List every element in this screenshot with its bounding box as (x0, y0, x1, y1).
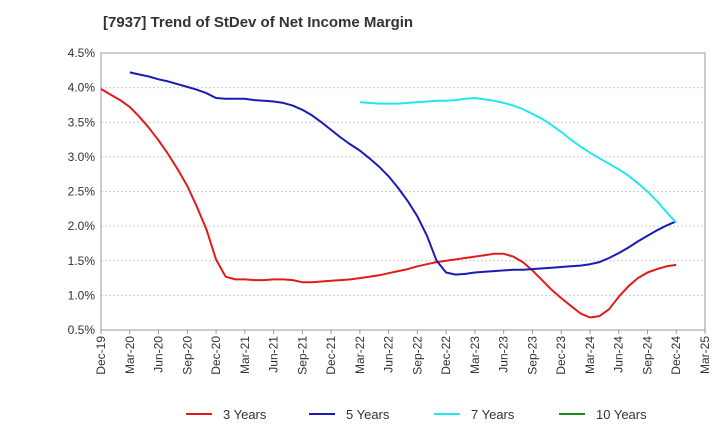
x-tick-label: Dec-23 (554, 336, 568, 375)
x-tick-label: Dec-22 (439, 336, 453, 375)
y-tick-label: 4.5% (68, 46, 96, 60)
y-tick-label: 3.0% (68, 150, 96, 164)
x-tick-label: Jun-20 (152, 336, 166, 373)
series-line-5-years (129, 71, 677, 276)
y-tick-label: 1.0% (68, 288, 96, 302)
x-tick-label: Mar-21 (238, 336, 252, 374)
x-tick-label: Jun-23 (497, 336, 511, 373)
legend-label: 3 Years (223, 407, 267, 422)
y-tick-label: 2.5% (68, 185, 96, 199)
y-tick-label: 1.5% (68, 254, 96, 268)
x-tick-label: Dec-19 (94, 336, 108, 375)
series-line-7-years (359, 97, 677, 224)
x-tick-label: Sep-22 (410, 336, 424, 375)
x-tick-label: Sep-20 (180, 336, 194, 375)
x-tick-label: Jun-21 (267, 336, 281, 373)
x-tick-label: Mar-22 (353, 336, 367, 374)
y-tick-label: 0.5% (68, 323, 96, 337)
legend-label: 10 Years (596, 407, 647, 422)
x-tick-label: Sep-23 (525, 336, 539, 375)
series-line-3-years (100, 88, 677, 319)
legend-label: 5 Years (346, 407, 390, 422)
x-tick-label: Mar-24 (583, 336, 597, 374)
y-tick-label: 2.0% (68, 219, 96, 233)
x-tick-label: Sep-24 (640, 336, 654, 375)
x-tick-label: Dec-20 (209, 336, 223, 375)
chart-title: [7937] Trend of StDev of Net Income Marg… (103, 14, 414, 31)
x-tick-label: Mar-23 (468, 336, 482, 374)
x-tick-label: Mar-20 (123, 336, 137, 374)
y-tick-label: 3.5% (68, 115, 96, 129)
legend-label: 7 Years (471, 407, 515, 422)
x-tick-label: Jun-24 (612, 336, 626, 373)
plot-frame (100, 52, 706, 331)
x-tick-label: Sep-21 (295, 336, 309, 375)
x-tick-label: Dec-21 (324, 336, 338, 375)
x-tick-label: Mar-25 (698, 336, 712, 374)
y-tick-label: 4.0% (68, 81, 96, 95)
x-tick-label: Jun-22 (382, 336, 396, 373)
x-tick-label: Dec-24 (669, 336, 683, 375)
